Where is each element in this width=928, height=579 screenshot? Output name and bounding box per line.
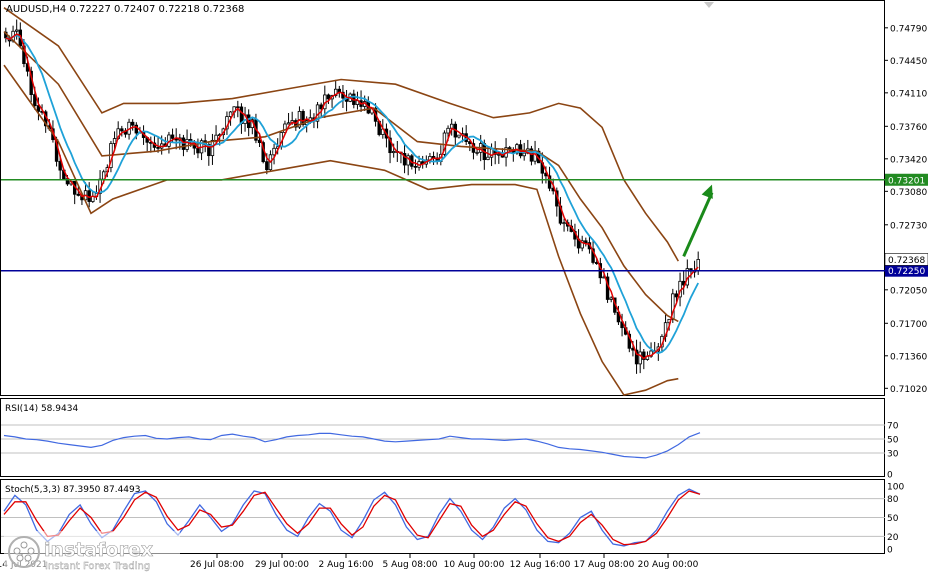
time-tick-label: 20 Aug 00:00 — [638, 560, 699, 570]
price-tick-label: 0.73420 — [890, 155, 927, 165]
candle-body — [76, 193, 81, 196]
candle-body — [413, 165, 418, 168]
candle-body — [609, 297, 613, 300]
ma-fast-line — [5, 33, 699, 360]
level-price-tag — [885, 173, 928, 186]
time-tick-label: 29 Jul 00:00 — [255, 560, 309, 570]
candle-body — [402, 153, 407, 166]
candle-body — [36, 105, 41, 112]
price-tick-label: 0.74450 — [890, 57, 927, 67]
forecast-arrow — [682, 192, 714, 257]
level-price-tag — [885, 264, 928, 277]
chart-header: AUDUSD,H4 0.72227 0.72407 0.72218 0.7236… — [6, 4, 244, 15]
candle-body — [696, 259, 700, 272]
ma-slow-line — [5, 33, 700, 355]
price-tick-label: 0.71700 — [890, 320, 927, 330]
candle-body — [627, 333, 632, 349]
price-tick-label: 0.74790 — [890, 24, 927, 34]
forecast-arrow-head-icon — [701, 184, 713, 199]
bollinger-middle — [3, 31, 679, 323]
candle-body — [14, 29, 19, 32]
time-tick-label: 5 Aug 08:00 — [383, 560, 438, 570]
stoch-tick-label: 100 — [887, 483, 904, 493]
candle-body — [591, 248, 595, 263]
candle-body — [207, 144, 211, 157]
candle-body — [134, 124, 139, 134]
rsi-tick-label: 50 — [887, 436, 899, 446]
time-tick-label: 10 Aug 00:00 — [444, 560, 505, 570]
price-tick-label: 0.71360 — [890, 352, 927, 362]
candle-body — [326, 94, 331, 100]
price-panel — [0, 0, 885, 396]
watermark: instaforex Instant Forex Trading — [4, 531, 180, 573]
stoch-main-line — [3, 488, 701, 547]
watermark-tagline: Instant Forex Trading — [45, 561, 150, 572]
rsi-tick-label: 70 — [887, 422, 899, 432]
price-tick-label: 0.74110 — [890, 89, 927, 99]
candle-body — [130, 121, 135, 126]
price-tick-label: 0.73080 — [890, 188, 927, 198]
rsi-line — [3, 432, 701, 459]
candle-body — [120, 128, 124, 132]
stoch-title: Stoch(5,3,3) 87.3950 87.4493 — [5, 485, 140, 495]
candle-body — [446, 127, 450, 134]
candle-body — [196, 147, 200, 154]
bollinger-lower — [3, 64, 679, 396]
level-price-label: 0.73201 — [888, 176, 925, 186]
candle-body — [475, 151, 479, 154]
candle-body — [185, 139, 189, 150]
stoch-tick-label: 0 — [887, 546, 893, 556]
stoch-signal-line — [3, 490, 701, 546]
rsi-tick-label: 0 — [887, 471, 893, 481]
candle-body — [562, 222, 566, 225]
stoch-tick-label: 50 — [887, 514, 899, 524]
candle-body — [170, 134, 175, 139]
rsi-title: RSI(14) 58.9434 — [5, 404, 78, 414]
time-tick-label: 12 Aug 16:00 — [510, 560, 571, 570]
candle-body — [112, 138, 117, 144]
rsi-tick-label: 30 — [887, 450, 899, 460]
candle-body — [214, 134, 218, 141]
current-price-tag — [884, 253, 928, 266]
candle-body — [580, 240, 584, 249]
candle-body — [272, 147, 276, 156]
price-tick-label: 0.73760 — [890, 123, 927, 133]
candle-body — [286, 122, 291, 125]
candle-body — [634, 349, 639, 365]
shift-marker-icon — [704, 2, 714, 8]
stoch-tick-label: 80 — [887, 495, 899, 505]
candle-body — [210, 139, 215, 157]
candle-body — [497, 153, 501, 156]
price-tick-label: 0.72050 — [890, 286, 927, 296]
time-tick-label: 26 Jul 08:00 — [190, 560, 244, 570]
candle-body — [584, 240, 588, 244]
time-tick-label: 17 Aug 08:00 — [574, 560, 635, 570]
candle-body — [388, 137, 392, 154]
candle-body — [642, 351, 646, 360]
price-tick-label: 0.72730 — [890, 221, 927, 231]
time-tick-label: 2 Aug 16:00 — [319, 560, 374, 570]
current-price-label: 0.72368 — [888, 256, 925, 266]
candle-body — [301, 111, 305, 125]
watermark-logo-icon: instaforex Instant Forex Trading — [8, 536, 153, 572]
candle-body — [156, 147, 160, 149]
candle-body — [638, 351, 642, 365]
price-tick-label: 0.71020 — [890, 385, 927, 395]
candle-body — [333, 88, 338, 96]
candle-body — [674, 293, 679, 298]
candle-body — [522, 152, 526, 157]
candle-body — [33, 94, 37, 106]
candle-body — [228, 111, 233, 117]
candle-body — [58, 160, 62, 171]
stoch-tick-label: 20 — [887, 533, 899, 543]
level-price-label: 0.72250 — [888, 267, 925, 277]
candle-body — [457, 134, 461, 138]
watermark-brand: instaforex — [44, 539, 153, 561]
candle-body — [265, 161, 269, 171]
candle-body — [391, 151, 396, 154]
candle-body — [486, 156, 490, 161]
